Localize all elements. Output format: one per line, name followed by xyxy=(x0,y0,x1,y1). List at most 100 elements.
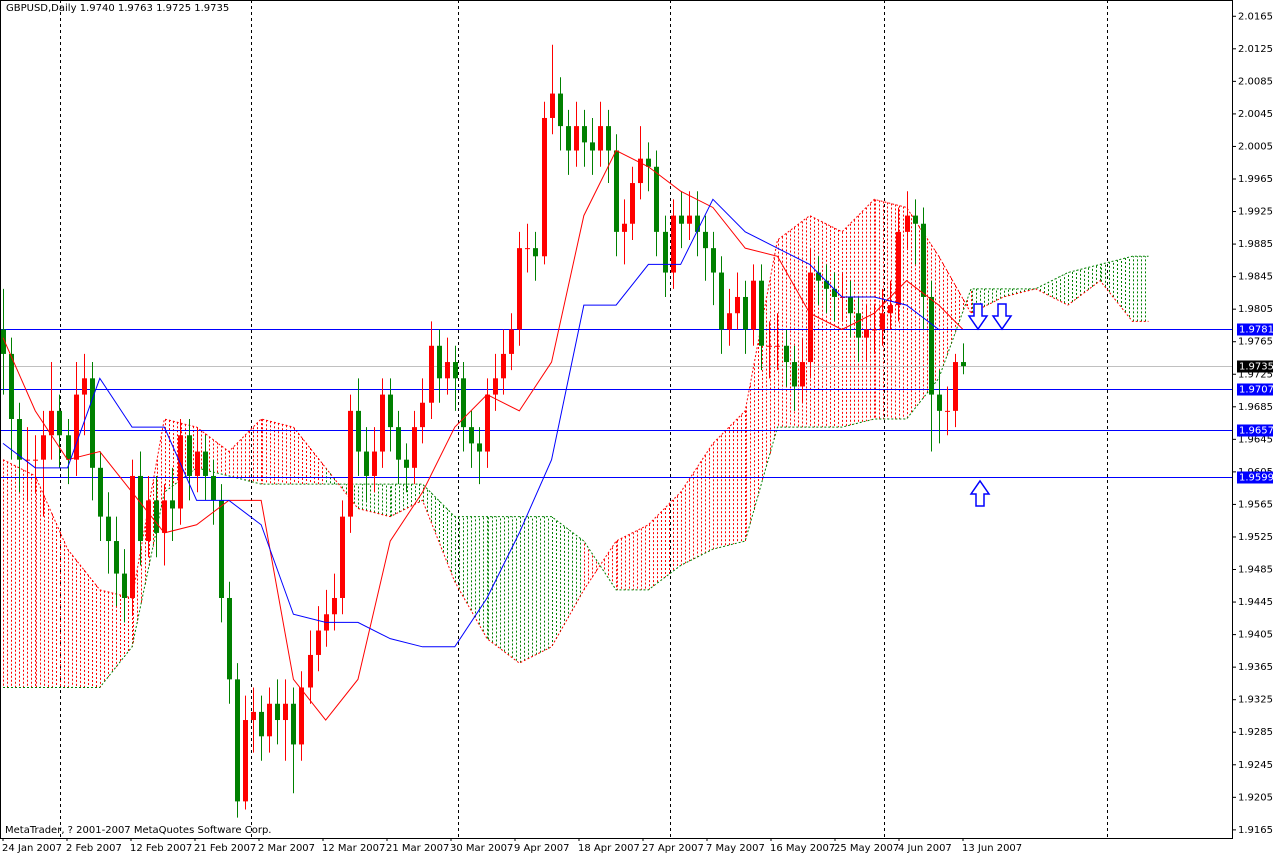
candle-body xyxy=(550,93,555,118)
candle-body xyxy=(767,345,772,347)
y-tick-label: 1.9645 xyxy=(1238,434,1273,445)
candle-body xyxy=(477,443,482,452)
candle-body xyxy=(275,703,280,721)
chart-header: GBPUSD,Daily 1.9740 1.9763 1.9725 1.9735 xyxy=(6,3,229,14)
cloud-hatch xyxy=(1004,288,1033,297)
candle-body xyxy=(542,117,547,257)
candle-body xyxy=(364,451,369,476)
candle-body xyxy=(445,362,450,379)
down-arrow xyxy=(967,303,989,331)
up-arrow xyxy=(969,479,991,507)
candle-body xyxy=(178,435,183,509)
candle-body xyxy=(759,280,764,346)
y-tick-label: 1.9885 xyxy=(1238,239,1273,250)
candle-body xyxy=(638,158,643,184)
y-tick-label: 2.0165 xyxy=(1238,11,1273,22)
cloud-hatch xyxy=(1101,257,1130,318)
candle-body xyxy=(259,711,264,737)
candle-body xyxy=(299,687,304,745)
cloud-hatch xyxy=(391,484,420,517)
candle-body xyxy=(679,215,684,224)
candle-body xyxy=(412,427,417,468)
candle-body xyxy=(606,126,611,151)
candle-body xyxy=(945,410,950,412)
candle-body xyxy=(138,475,143,542)
y-tick-label: 1.9565 xyxy=(1238,499,1273,510)
candle-body xyxy=(558,93,563,127)
cloud-hatch xyxy=(1068,264,1101,306)
candle-body xyxy=(57,410,62,436)
plot xyxy=(0,44,1232,818)
y-tick-label: 1.9405 xyxy=(1238,630,1273,641)
copyright: MetaTrader, ? 2001-2007 MetaQuotes Softw… xyxy=(5,825,271,836)
x-tick-label: 21 Feb 2007 xyxy=(194,843,256,854)
cloud-hatch xyxy=(100,589,133,688)
candle-body xyxy=(396,427,401,460)
ohlc-close: 1.9735 xyxy=(194,3,229,14)
candle-body xyxy=(90,378,95,468)
cloud-hatch xyxy=(294,427,323,485)
candle-body xyxy=(671,215,676,273)
candle-body xyxy=(9,353,14,419)
candle-body xyxy=(340,516,345,598)
cloud-hatch xyxy=(875,199,904,419)
down-arrow xyxy=(991,303,1013,331)
level-label-box xyxy=(1237,383,1273,396)
candle-body xyxy=(243,720,248,802)
candle-body xyxy=(461,378,466,428)
candle-body xyxy=(646,158,651,167)
y-tick-label: 2.0005 xyxy=(1238,141,1273,152)
cloud-hatch xyxy=(68,549,97,688)
candle-body xyxy=(800,362,805,387)
x-tick-label: 27 Apr 2007 xyxy=(642,843,704,854)
candle-body xyxy=(380,394,385,452)
candle-body xyxy=(388,394,393,428)
arrows xyxy=(967,303,1013,507)
y-tick-label: 1.9325 xyxy=(1238,695,1273,706)
candle-body xyxy=(114,541,119,574)
current-price-label: 1.9735 xyxy=(1239,362,1274,373)
candle-body xyxy=(888,305,893,314)
cloud-hatch xyxy=(455,516,488,639)
cloud-hatch xyxy=(488,516,517,661)
candle-body xyxy=(832,288,837,297)
cloud-hatch xyxy=(649,495,678,590)
candle-body xyxy=(905,215,910,232)
candle-body xyxy=(654,166,659,232)
y-tick-label: 1.9485 xyxy=(1238,565,1273,576)
candle-body xyxy=(122,573,127,598)
candle-body xyxy=(154,500,159,533)
candle-body xyxy=(17,419,22,460)
level-label-box xyxy=(1237,323,1273,336)
level-label: 1.9707 xyxy=(1239,385,1274,396)
candle-body xyxy=(453,362,458,379)
y-tick-label: 1.9165 xyxy=(1238,825,1273,836)
candle-body xyxy=(953,362,958,411)
candle-body xyxy=(187,435,192,476)
candle-body xyxy=(235,679,240,802)
candle-body xyxy=(429,345,434,403)
candle-body xyxy=(66,435,71,460)
candle-body xyxy=(493,378,498,395)
cloud-hatch xyxy=(1133,256,1146,322)
x-tick-label: 24 Jan 2007 xyxy=(2,843,62,854)
x-tick-label: 7 May 2007 xyxy=(706,843,765,854)
candle-body xyxy=(703,231,708,249)
candle-body xyxy=(743,296,748,330)
candle-body xyxy=(49,410,54,436)
candle-body xyxy=(711,248,716,273)
ohlc-low: 1.9725 xyxy=(156,3,191,14)
y-tick-label: 1.9365 xyxy=(1238,662,1273,673)
candle-body xyxy=(872,329,877,331)
tenkan-sen xyxy=(2,149,964,721)
cloud-hatch xyxy=(423,484,452,573)
candle-body xyxy=(525,248,530,250)
candle-body xyxy=(251,711,256,721)
candle-body xyxy=(574,126,579,151)
candle-body xyxy=(420,402,425,428)
y-tick-label: 1.9445 xyxy=(1238,597,1273,608)
candle-body xyxy=(751,280,756,330)
candle-body xyxy=(856,313,861,338)
